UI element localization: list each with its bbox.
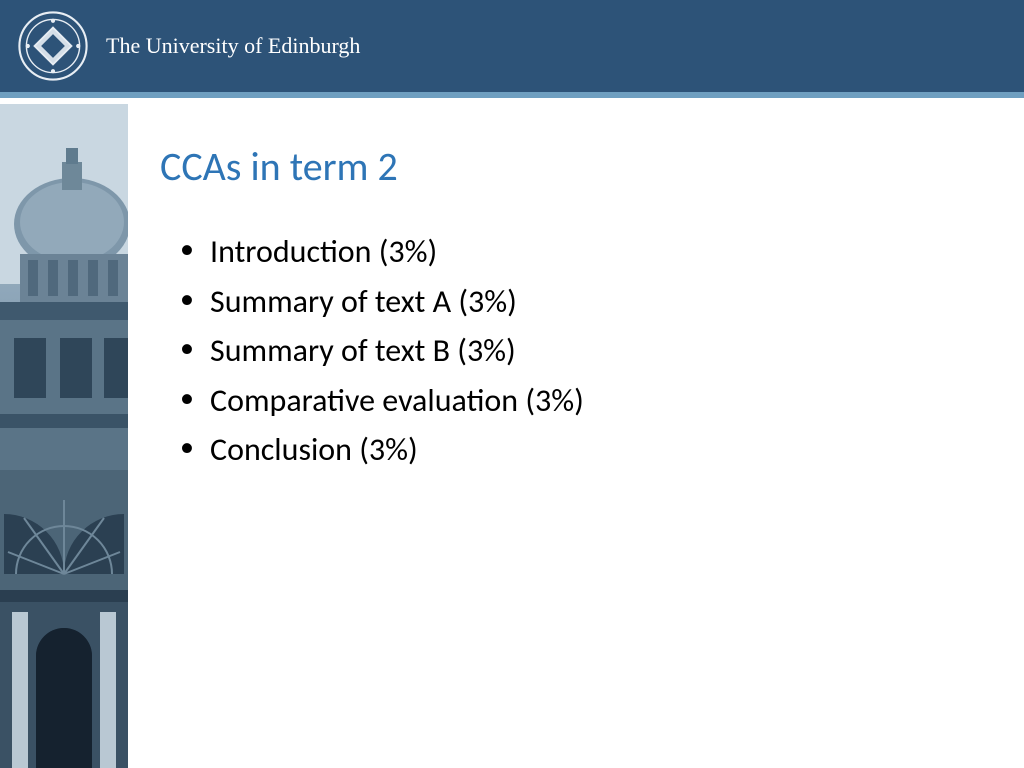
list-item: Introduction (3%) — [160, 227, 984, 277]
list-item: Summary of text A (3%) — [160, 277, 984, 327]
header-bar: The University of Edinburgh — [0, 0, 1024, 98]
slide-title: CCAs in term 2 — [160, 142, 984, 191]
list-item: Conclusion (3%) — [160, 425, 984, 475]
university-crest-icon — [18, 11, 88, 81]
list-item: Summary of text B (3%) — [160, 326, 984, 376]
content-area: CCAs in term 2 Introduction (3%) Summary… — [160, 142, 984, 475]
bullet-list: Introduction (3%) Summary of text A (3%)… — [160, 227, 984, 475]
side-building-image — [0, 104, 128, 768]
university-name: The University of Edinburgh — [106, 33, 360, 59]
list-item: Comparative evaluation (3%) — [160, 376, 984, 426]
slide: The University of Edinburgh — [0, 0, 1024, 768]
